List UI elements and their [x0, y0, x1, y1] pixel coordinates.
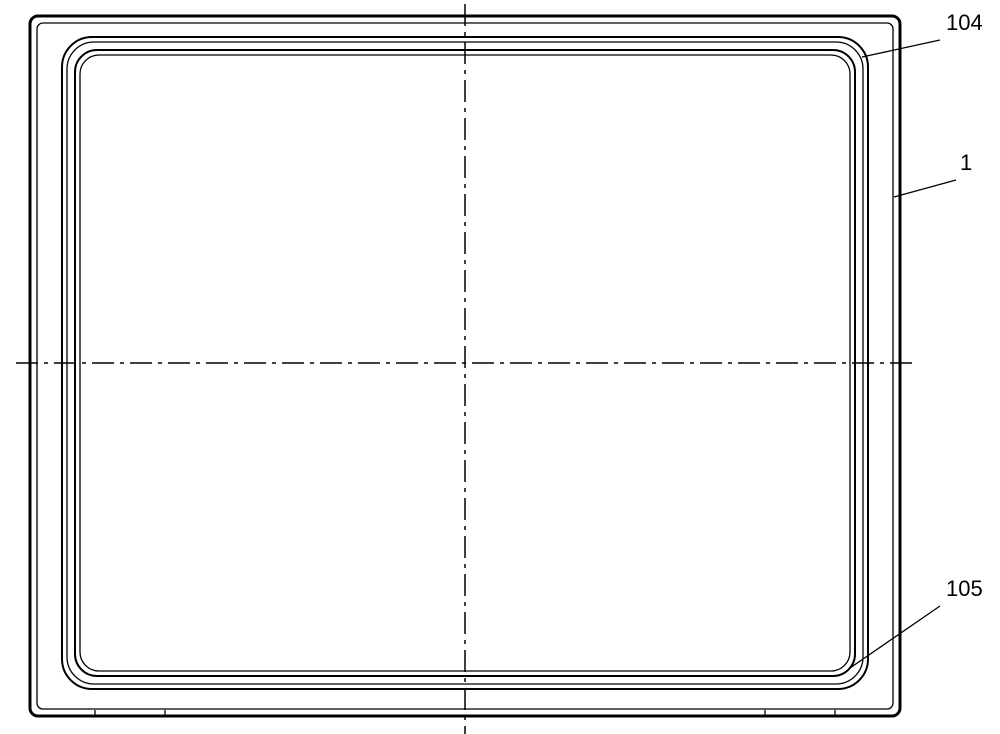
callout-label-104: 104 [946, 10, 983, 36]
leader-1 [894, 180, 956, 197]
callout-label-105: 105 [946, 576, 983, 602]
callout-label-1: 1 [960, 150, 972, 176]
